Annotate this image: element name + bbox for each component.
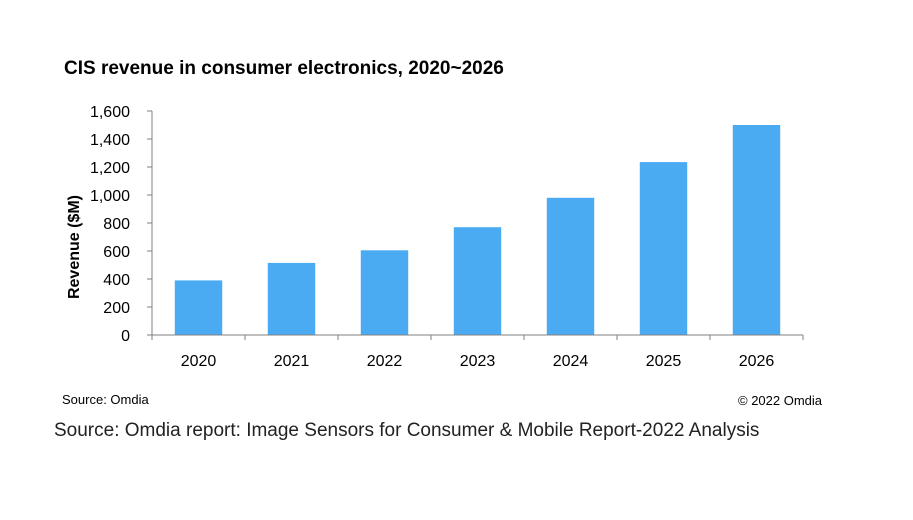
bar (360, 250, 409, 335)
copyright-note: © 2022 Omdia (738, 393, 823, 408)
chart-title: CIS revenue in consumer electronics, 202… (64, 58, 504, 79)
x-tick-label: 2022 (367, 353, 403, 370)
y-tick-label: 1,400 (90, 132, 130, 149)
y-axis-title: Revenue ($M) (66, 195, 83, 299)
y-tick-label: 200 (103, 300, 130, 317)
y-tick-label: 1,600 (90, 104, 130, 121)
y-tick-label: 400 (103, 272, 130, 289)
bar (174, 280, 223, 335)
x-tick-label: 2025 (646, 353, 682, 370)
y-tick-label: 0 (121, 328, 130, 345)
x-tick-label: 2024 (553, 353, 589, 370)
x-axis: 2020 2021 2022 2023 2024 2025 2026 (151, 334, 804, 370)
source-note: Source: Omdia (62, 392, 149, 407)
bar-series (174, 125, 781, 335)
y-tick-label: 800 (103, 216, 130, 233)
x-tick-label: 2020 (181, 353, 217, 370)
source-caption: Source: Omdia report: Image Sensors for … (54, 420, 760, 441)
bar (546, 197, 595, 335)
x-tick-label: 2021 (274, 353, 310, 370)
x-tick-label: 2026 (739, 353, 775, 370)
y-tick-label: 600 (103, 244, 130, 261)
bar (453, 227, 502, 335)
x-tick-label: 2023 (460, 353, 496, 370)
y-axis: 0 200 400 600 800 1,000 1,200 1,400 1,600 (90, 104, 153, 345)
y-tick-label: 1,200 (90, 160, 130, 177)
bar (267, 262, 316, 335)
bar (732, 125, 781, 335)
y-tick-label: 1,000 (90, 188, 130, 205)
bar (639, 162, 688, 335)
